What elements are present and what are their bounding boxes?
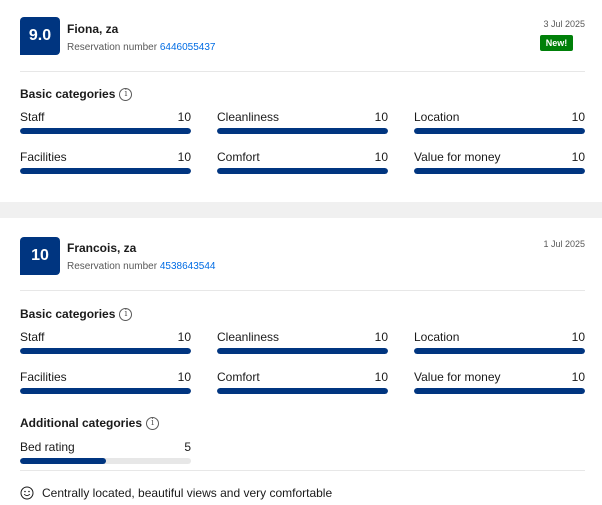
divider [20, 290, 585, 291]
info-icon[interactable]: i [146, 416, 160, 430]
category-label: Facilities [20, 150, 67, 164]
category-value-for-money: Value for money 10 [414, 150, 585, 174]
score-bar-fill [414, 388, 585, 394]
heading-text: Additional categories [20, 416, 143, 430]
category-value: 10 [571, 150, 585, 164]
reviewer-name: Francois, za [67, 241, 137, 255]
basic-categories-heading: Basic categories i [20, 307, 133, 321]
score-bar [217, 128, 388, 134]
category-value: 10 [177, 370, 191, 384]
category-label: Comfort [217, 370, 260, 384]
review-date: 3 Jul 2025 [543, 19, 585, 29]
category-facilities: Facilities 10 [20, 370, 191, 394]
score-bar [414, 128, 585, 134]
category-label: Comfort [217, 150, 260, 164]
score-bar [20, 168, 191, 174]
score-bar [20, 458, 191, 464]
category-value: 10 [374, 110, 388, 124]
review-card: 9.0 Fiona, za Reservation number 6446055… [0, 0, 602, 202]
review-date: 1 Jul 2025 [543, 239, 585, 249]
score-bar [414, 348, 585, 354]
comment-text: Centrally located, beautiful views and v… [42, 486, 333, 500]
info-icon[interactable]: i [119, 87, 133, 101]
additional-categories-heading: Additional categories i [20, 416, 160, 430]
category-value: 10 [177, 330, 191, 344]
heading-text: Basic categories [20, 87, 116, 101]
reservation-label: Reservation number [67, 261, 158, 272]
category-value: 10 [374, 370, 388, 384]
review-card: 10 Francois, za Reservation number 45386… [0, 218, 602, 505]
category-value: 10 [571, 370, 585, 384]
category-location: Location 10 [414, 330, 585, 354]
category-comfort: Comfort 10 [217, 150, 388, 174]
score-bar-fill [217, 168, 388, 174]
category-cleanliness: Cleanliness 10 [217, 330, 388, 354]
category-label: Value for money [414, 150, 501, 164]
divider [20, 71, 585, 72]
score-bar-fill [20, 348, 191, 354]
reservation-line: Reservation number 6446055437 [67, 42, 215, 53]
category-value: 10 [374, 330, 388, 344]
reservation-number-link[interactable]: 6446055437 [159, 42, 216, 53]
score-bar-fill [20, 168, 191, 174]
reservation-number-link[interactable]: 4538643544 [159, 261, 216, 272]
category-value: 10 [571, 110, 585, 124]
category-label: Location [414, 330, 460, 344]
score-bar [414, 388, 585, 394]
score-bar-fill [20, 388, 191, 394]
category-facilities: Facilities 10 [20, 150, 191, 174]
category-staff: Staff 10 [20, 330, 191, 354]
score-bar [20, 388, 191, 394]
category-label: Staff [20, 330, 45, 344]
category-value: 10 [571, 330, 585, 344]
category-label: Cleanliness [217, 110, 280, 124]
score-bar-fill [20, 458, 106, 464]
score-badge: 10 [20, 237, 60, 275]
category-staff: Staff 10 [20, 110, 191, 134]
score-bar-fill [217, 348, 388, 354]
new-badge: New! [540, 35, 573, 51]
smile-icon [20, 486, 34, 500]
category-value-for-money: Value for money 10 [414, 370, 585, 394]
score-bar-fill [217, 128, 388, 134]
category-comfort: Comfort 10 [217, 370, 388, 394]
category-cleanliness: Cleanliness 10 [217, 110, 388, 134]
category-label: Staff [20, 110, 45, 124]
score-bar [217, 388, 388, 394]
score-bar [20, 348, 191, 354]
review-separator [0, 202, 602, 218]
category-value: 10 [177, 150, 191, 164]
score-bar [414, 168, 585, 174]
reservation-label: Reservation number [67, 42, 158, 53]
score-bar [217, 348, 388, 354]
reviewer-name: Fiona, za [67, 22, 119, 36]
score-bar-fill [414, 348, 585, 354]
review-comment: Centrally located, beautiful views and v… [20, 486, 332, 500]
score-bar [20, 128, 191, 134]
category-label: Cleanliness [217, 330, 280, 344]
heading-text: Basic categories [20, 307, 116, 321]
category-label: Bed rating [20, 440, 75, 454]
basic-categories-heading: Basic categories i [20, 87, 133, 101]
divider [20, 470, 585, 471]
category-label: Value for money [414, 370, 501, 384]
score-bar-fill [217, 388, 388, 394]
score-bar-fill [414, 168, 585, 174]
reservation-line: Reservation number 4538643544 [67, 261, 215, 272]
category-bed-rating: Bed rating 5 [20, 440, 191, 464]
category-location: Location 10 [414, 110, 585, 134]
category-label: Facilities [20, 370, 67, 384]
score-badge: 9.0 [20, 17, 60, 55]
category-value: 10 [374, 150, 388, 164]
category-value: 5 [184, 440, 191, 454]
score-bar-fill [20, 128, 191, 134]
info-icon[interactable]: i [119, 307, 133, 321]
category-value: 10 [177, 110, 191, 124]
category-label: Location [414, 110, 460, 124]
score-bar-fill [414, 128, 585, 134]
score-bar [217, 168, 388, 174]
